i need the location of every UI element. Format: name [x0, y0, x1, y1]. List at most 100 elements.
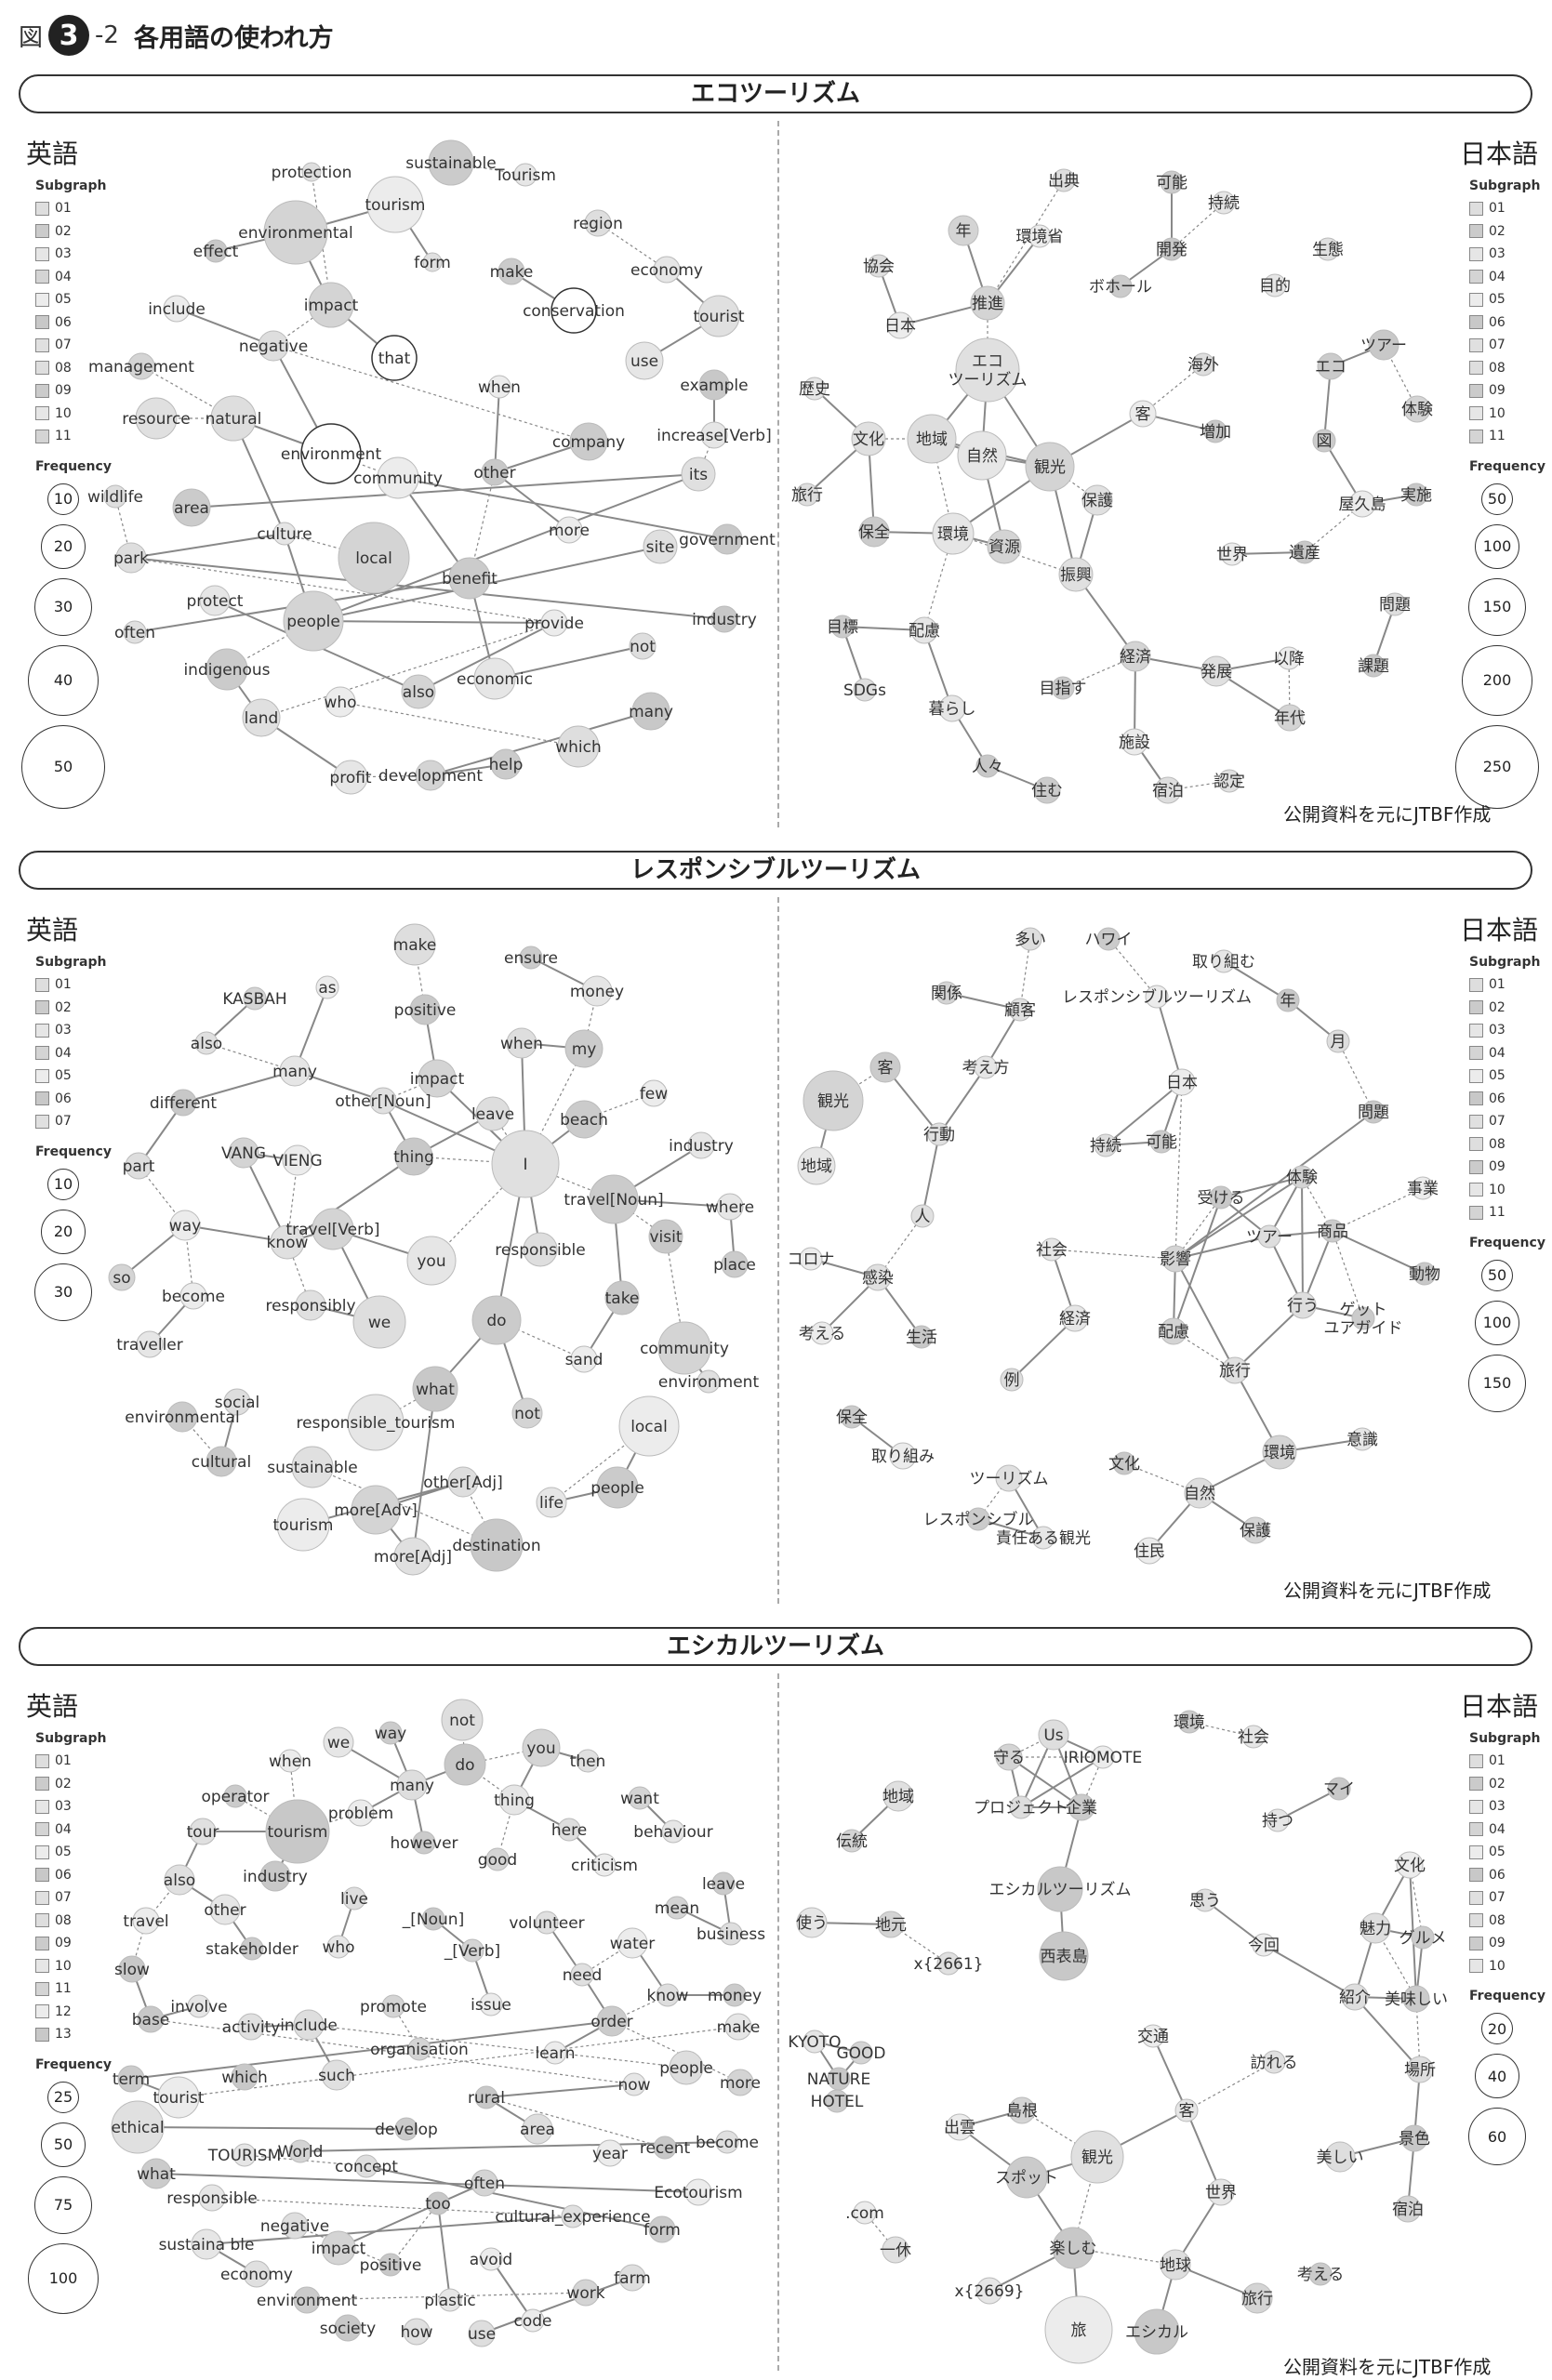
- source-credit: 公開資料を元にJTBF作成: [1283, 2356, 1492, 2378]
- node-label: leave: [702, 1875, 745, 1894]
- node-circle: [479, 1992, 503, 2016]
- frequency-legend-heading: Frequency: [1469, 1235, 1545, 1250]
- node-circle: [596, 2005, 628, 2037]
- node-circle: [1160, 237, 1184, 261]
- node-circle: [1070, 2130, 1124, 2184]
- node-label: 旅行: [791, 486, 823, 505]
- node-circle: [711, 523, 743, 555]
- node-circle: [1396, 1851, 1424, 1879]
- node-label: not: [630, 638, 656, 656]
- node-circle: [169, 1089, 197, 1117]
- node-label: park: [113, 549, 149, 568]
- node-circle: [276, 1498, 330, 1552]
- edge: [946, 992, 1021, 1011]
- node-circle: [1094, 1133, 1118, 1157]
- subgraph-legend-item: 07: [1469, 1890, 1506, 1905]
- legend-label: 01: [1489, 977, 1506, 992]
- legend-swatch: [35, 1799, 49, 1814]
- node-circle: [684, 2178, 712, 2206]
- legend-label: 08: [1489, 360, 1506, 376]
- node-circle: [300, 423, 362, 484]
- node-circle: [561, 2204, 585, 2228]
- node-circle: [522, 2113, 553, 2145]
- node-label: know: [267, 1234, 309, 1252]
- node-label: 関係: [931, 985, 962, 1003]
- node-circle: [371, 335, 418, 381]
- node-circle: [1277, 646, 1301, 670]
- node-label: 責任ある観光: [996, 1529, 1091, 1548]
- edge: [1263, 1944, 1356, 1998]
- frequency-circle: 75: [34, 2175, 92, 2234]
- legend-swatch: [35, 1890, 49, 1905]
- node-circle: [347, 1799, 375, 1827]
- legend-label: 08: [1489, 1912, 1506, 1928]
- frequency-circle: 30: [34, 577, 92, 636]
- node-circle: [540, 609, 568, 637]
- node-label: impact: [410, 1070, 465, 1089]
- node-circle: [223, 1784, 247, 1808]
- node-label: recent: [640, 2139, 691, 2158]
- edge: [1223, 960, 1289, 1001]
- legend-swatch: [35, 2004, 49, 2018]
- node-circle: [572, 2279, 600, 2307]
- node-circle: [406, 1236, 457, 1286]
- node-label: development: [378, 767, 483, 786]
- node-circle: [1293, 540, 1317, 564]
- node-label: ツーリズム: [948, 371, 1028, 390]
- edge: [1173, 1197, 1222, 1332]
- node-label: thing: [393, 1148, 434, 1167]
- node-circle: [700, 421, 728, 449]
- node-circle: [1241, 2282, 1273, 2314]
- node-circle: [422, 252, 443, 272]
- legend-label: 10: [1489, 1182, 1506, 1197]
- node-label: 海外: [1187, 356, 1219, 375]
- node-circle: [1312, 429, 1336, 453]
- node-label: 感染: [862, 1269, 894, 1288]
- node-label: 施設: [1119, 734, 1150, 752]
- node-label: that: [378, 350, 411, 368]
- edge: [494, 471, 570, 531]
- node-label: way: [169, 1217, 201, 1236]
- node-circle: [629, 632, 657, 660]
- node-circle: [1360, 1912, 1391, 1944]
- frequency-circle: 20: [41, 523, 86, 569]
- node-circle: [301, 162, 322, 182]
- subgraph-legend-item: 11: [35, 429, 72, 443]
- node-circle: [869, 1051, 901, 1083]
- node-label: sustainable: [267, 1459, 357, 1477]
- node-label: negative: [260, 2217, 329, 2236]
- node-label: help: [489, 756, 524, 774]
- node-circle: [172, 488, 211, 527]
- node-circle: [853, 2201, 877, 2225]
- figure-number-badge: 3: [48, 15, 90, 56]
- legend-swatch: [35, 429, 49, 443]
- node-circle: [569, 422, 608, 461]
- node-circle: [191, 2228, 222, 2260]
- node-circle: [1341, 1983, 1369, 2011]
- node-label: also: [164, 1871, 195, 1890]
- node-label: industry: [669, 1137, 734, 1156]
- node-label: do: [486, 1312, 506, 1330]
- node-circle: [490, 748, 522, 780]
- frequency-circle: 40: [1475, 2054, 1519, 2098]
- node-label: place: [713, 1256, 756, 1275]
- subgraph-legend-heading: Subgraph: [1469, 178, 1541, 193]
- edge: [191, 473, 699, 509]
- node-label: 年代: [1274, 709, 1306, 728]
- subgraph-legend-item: 04: [35, 1046, 72, 1061]
- subgraph-legend-item: 04: [1469, 270, 1506, 284]
- node-label: 考える: [799, 1325, 846, 1343]
- legend-label: 06: [1489, 314, 1506, 330]
- node-circle: [907, 414, 957, 464]
- node-label: 景色: [1399, 2130, 1430, 2149]
- node-circle: [123, 620, 147, 644]
- legend-label: 11: [1489, 1205, 1506, 1220]
- legend-label: 08: [55, 360, 72, 376]
- node-label: industry: [692, 611, 757, 629]
- node-circle: [506, 1027, 537, 1059]
- node-label: グルメ: [1399, 1929, 1447, 1948]
- subgraph-legend-item: 01: [1469, 977, 1506, 992]
- node-label: visit: [649, 1228, 682, 1247]
- node-circle: [1348, 490, 1376, 518]
- node-circle: [1177, 1710, 1201, 1734]
